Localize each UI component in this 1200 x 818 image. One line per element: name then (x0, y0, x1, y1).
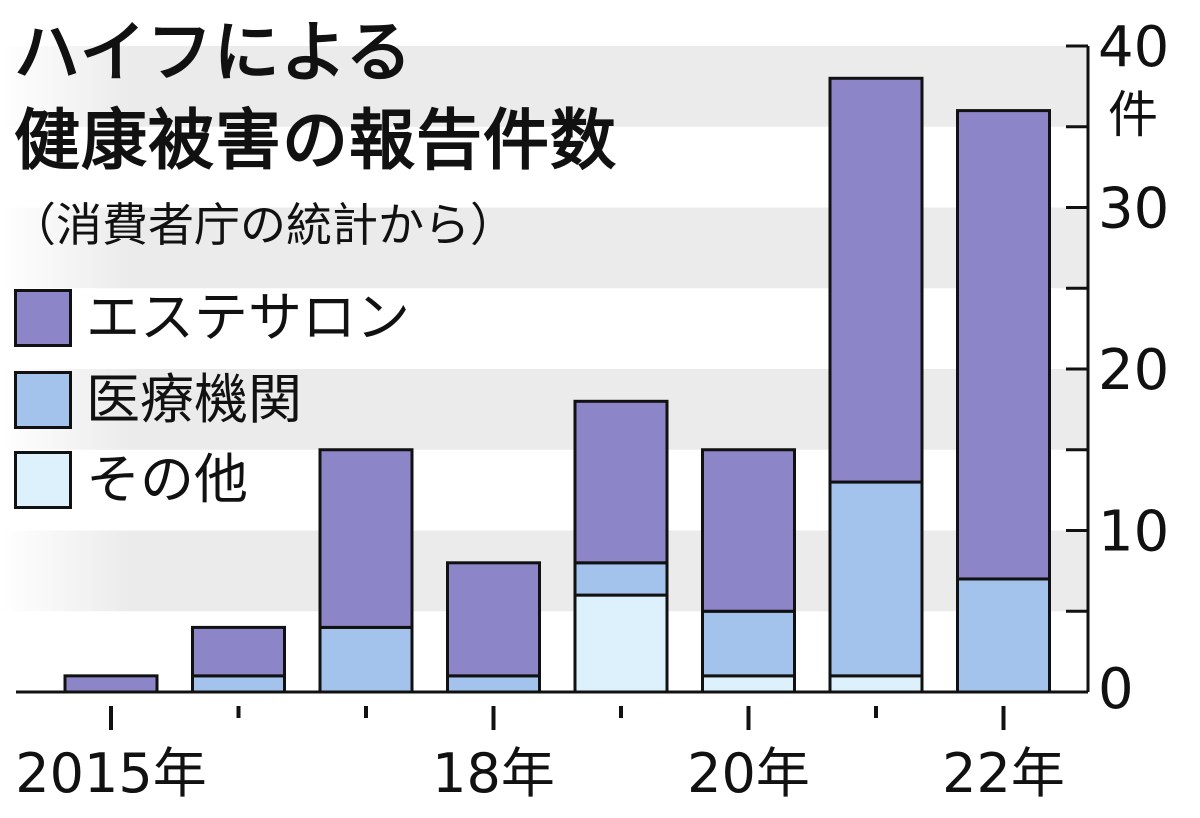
x-tick-label: 18年 (432, 742, 555, 805)
background-band (0, 530, 1088, 612)
bar-segment-2020-2 (701, 448, 796, 613)
x-tick-label: 22年 (942, 742, 1065, 805)
bar-segment-2022-1 (956, 577, 1051, 694)
y-tick-label: 10 (1098, 500, 1169, 565)
bar-segment-2019-0 (573, 593, 669, 694)
bar-segment-2016-2 (191, 625, 286, 678)
legend-swatch-esthetic (14, 289, 72, 347)
y-tick-label: 20 (1098, 338, 1169, 403)
bar-group (63, 76, 1051, 694)
legend-label: エステサロン (86, 286, 410, 349)
bar-segment-2021-0 (828, 674, 924, 694)
bar-segment-2021-1 (828, 480, 924, 678)
bar-segment-2020-0 (701, 674, 796, 694)
chart-title-line1: ハイフによる (14, 14, 413, 91)
chart-subtitle: （消費者庁の統計から） (10, 198, 516, 252)
y-unit-label: 件 (1108, 86, 1158, 144)
x-tick-label: 20年 (687, 742, 810, 805)
bar-segment-2018-2 (446, 561, 541, 678)
legend-label: その他 (86, 448, 248, 511)
y-tick-label: 30 (1098, 177, 1169, 242)
x-tick-label: 2015年 (15, 742, 206, 805)
bar-segment-2019-1 (573, 561, 669, 597)
bar-segment-2019-2 (573, 399, 669, 565)
bar-segment-2017-2 (318, 448, 414, 629)
y-tick-label: 40 (1098, 15, 1169, 80)
bar-segment-2017-1 (318, 625, 414, 694)
chart-title-line2: 健康被害の報告件数 (14, 102, 617, 179)
bar-segment-2021-2 (828, 76, 924, 484)
y-tick-label: 0 (1098, 657, 1134, 722)
bar-segment-2018-1 (446, 674, 541, 694)
legend-label: 医療機関 (86, 368, 302, 431)
legend-item-esthetic: エステサロン (14, 288, 410, 348)
bar-segment-2022-2 (956, 109, 1051, 581)
legend-swatch-other (14, 451, 72, 509)
legend-swatch-medical (14, 371, 72, 429)
legend-item-other: その他 (14, 450, 248, 510)
legend-item-medical: 医療機関 (14, 370, 302, 430)
bar-segment-2016-1 (191, 674, 286, 694)
bar-segment-2015-2 (63, 674, 159, 694)
bar-segment-2020-1 (701, 609, 796, 678)
axes: 0 10 20 30 40 件 2015年 18年 20年 22年 (15, 15, 1169, 805)
